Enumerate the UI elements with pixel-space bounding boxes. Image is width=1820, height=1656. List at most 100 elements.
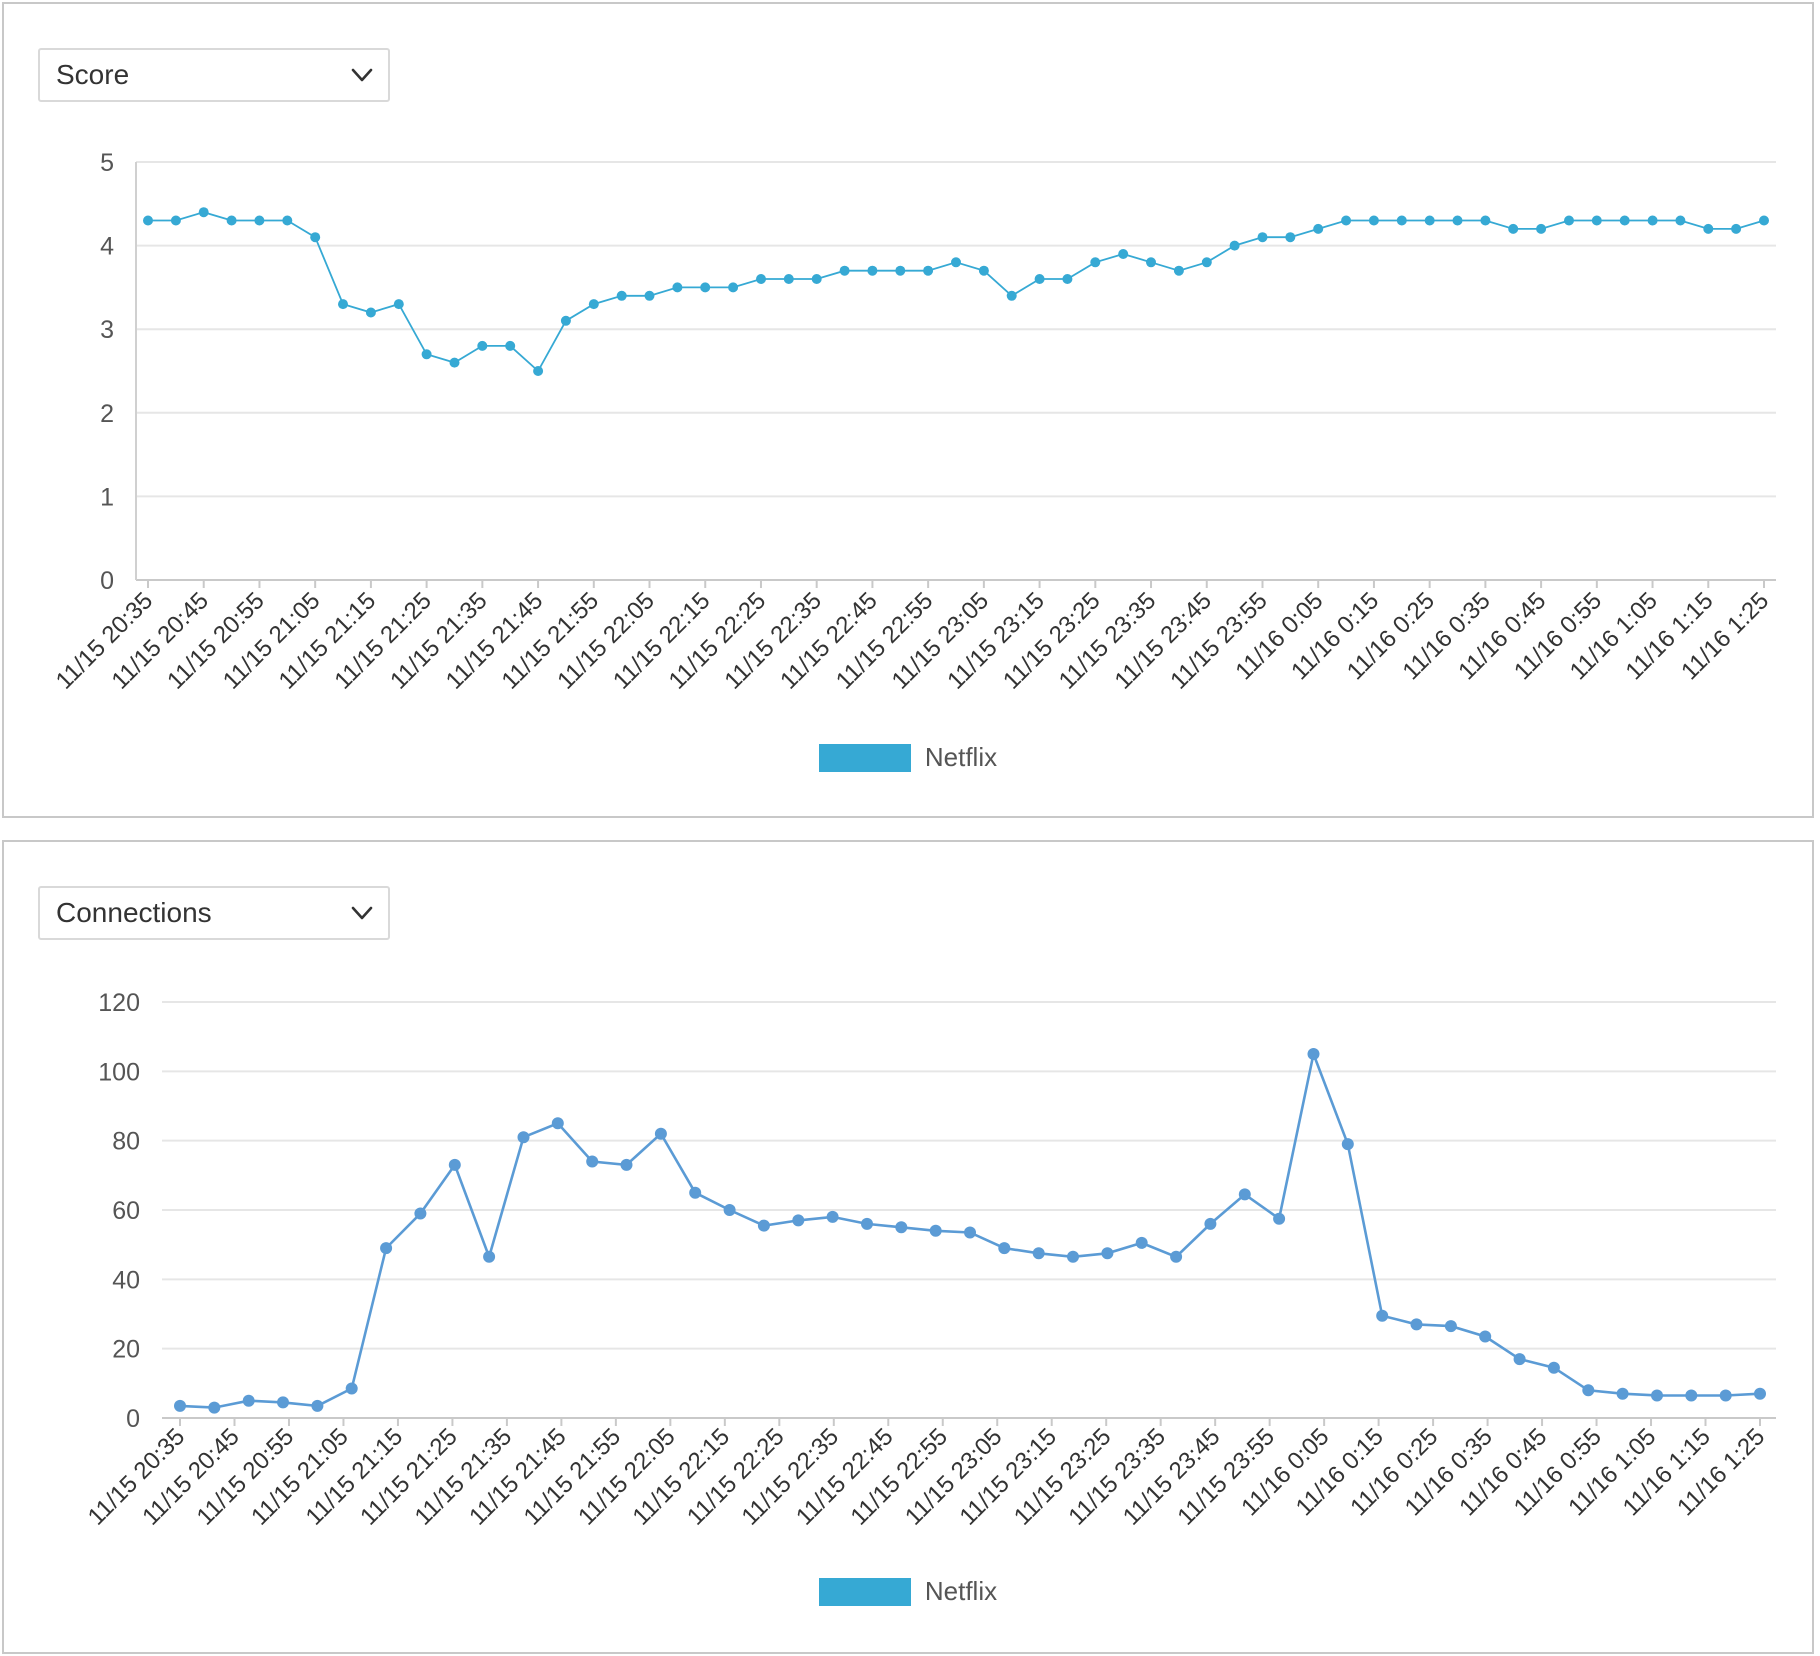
data-point[interactable] bbox=[1101, 1247, 1114, 1260]
data-point[interactable] bbox=[1032, 1247, 1045, 1260]
data-point[interactable] bbox=[792, 1214, 805, 1227]
data-point[interactable] bbox=[310, 232, 321, 243]
data-point[interactable] bbox=[1273, 1212, 1286, 1225]
data-point[interactable] bbox=[1564, 215, 1574, 226]
data-point[interactable] bbox=[1547, 1361, 1560, 1374]
data-point[interactable] bbox=[728, 282, 739, 293]
data-point[interactable] bbox=[1480, 215, 1491, 226]
data-point[interactable] bbox=[1703, 223, 1714, 234]
data-point[interactable] bbox=[839, 265, 850, 276]
data-point[interactable] bbox=[421, 349, 432, 360]
data-point[interactable] bbox=[588, 299, 599, 310]
data-point[interactable] bbox=[1536, 223, 1547, 234]
data-point[interactable] bbox=[1591, 215, 1602, 226]
data-point[interactable] bbox=[861, 1217, 873, 1230]
data-point[interactable] bbox=[505, 340, 516, 351]
data-point[interactable] bbox=[1619, 215, 1630, 226]
data-point[interactable] bbox=[1754, 1387, 1766, 1400]
data-point[interactable] bbox=[964, 1226, 976, 1239]
data-point[interactable] bbox=[654, 1127, 667, 1140]
data-point[interactable] bbox=[174, 1399, 186, 1412]
data-point[interactable] bbox=[1424, 215, 1435, 226]
data-point[interactable] bbox=[811, 274, 822, 284]
data-point[interactable] bbox=[1376, 1309, 1389, 1322]
data-point[interactable] bbox=[338, 299, 348, 310]
data-point[interactable] bbox=[1647, 215, 1658, 226]
data-point[interactable] bbox=[586, 1155, 599, 1168]
metric-select-score[interactable]: Score bbox=[38, 48, 390, 102]
data-point[interactable] bbox=[895, 1221, 908, 1234]
data-point[interactable] bbox=[282, 215, 293, 226]
data-point[interactable] bbox=[1685, 1389, 1698, 1402]
data-point[interactable] bbox=[1062, 274, 1073, 284]
data-point[interactable] bbox=[978, 265, 989, 276]
data-point[interactable] bbox=[1341, 1138, 1354, 1151]
data-point[interactable] bbox=[449, 357, 460, 368]
data-point[interactable] bbox=[1146, 257, 1156, 268]
data-point[interactable] bbox=[1513, 1353, 1526, 1366]
data-point[interactable] bbox=[1307, 1048, 1320, 1060]
data-point[interactable] bbox=[1067, 1250, 1079, 1263]
data-point[interactable] bbox=[1651, 1389, 1663, 1402]
data-point[interactable] bbox=[1204, 1217, 1217, 1230]
data-point[interactable] bbox=[1034, 274, 1045, 284]
data-point[interactable] bbox=[242, 1394, 255, 1407]
data-point[interactable] bbox=[560, 315, 571, 326]
data-point[interactable] bbox=[170, 215, 181, 226]
data-point[interactable] bbox=[1313, 223, 1324, 234]
data-point[interactable] bbox=[723, 1204, 736, 1216]
data-point[interactable] bbox=[533, 366, 544, 376]
data-point[interactable] bbox=[1759, 215, 1769, 226]
data-point[interactable] bbox=[345, 1382, 358, 1395]
data-point[interactable] bbox=[1006, 290, 1017, 301]
data-point[interactable] bbox=[867, 265, 878, 276]
data-point[interactable] bbox=[783, 274, 794, 284]
data-point[interactable] bbox=[277, 1396, 289, 1409]
data-point[interactable] bbox=[1173, 265, 1184, 276]
data-point[interactable] bbox=[448, 1158, 461, 1171]
data-point[interactable] bbox=[644, 290, 655, 301]
legend-swatch[interactable] bbox=[818, 743, 911, 772]
data-point[interactable] bbox=[1410, 1318, 1423, 1331]
data-point[interactable] bbox=[1675, 215, 1686, 226]
data-point[interactable] bbox=[1479, 1330, 1492, 1343]
data-point[interactable] bbox=[311, 1399, 324, 1412]
data-point[interactable] bbox=[1508, 223, 1519, 234]
data-point[interactable] bbox=[226, 215, 237, 226]
data-point[interactable] bbox=[1719, 1389, 1732, 1402]
data-point[interactable] bbox=[1731, 223, 1742, 234]
data-point[interactable] bbox=[923, 265, 934, 276]
data-point[interactable] bbox=[620, 1158, 633, 1171]
legend-swatch[interactable] bbox=[818, 1577, 911, 1606]
data-point[interactable] bbox=[1170, 1250, 1183, 1263]
data-point[interactable] bbox=[414, 1207, 427, 1220]
data-point[interactable] bbox=[393, 299, 404, 310]
data-point[interactable] bbox=[1396, 215, 1407, 226]
data-point[interactable] bbox=[1229, 240, 1240, 251]
data-point[interactable] bbox=[700, 282, 711, 293]
data-point[interactable] bbox=[1444, 1320, 1457, 1333]
data-point[interactable] bbox=[1616, 1387, 1629, 1400]
data-point[interactable] bbox=[483, 1250, 496, 1263]
data-point[interactable] bbox=[1238, 1188, 1251, 1201]
data-point[interactable] bbox=[143, 215, 153, 226]
data-point[interactable] bbox=[477, 340, 488, 351]
data-point[interactable] bbox=[998, 1242, 1011, 1255]
metric-select-connections[interactable]: Connections bbox=[38, 886, 390, 940]
data-point[interactable] bbox=[254, 215, 265, 226]
data-point[interactable] bbox=[756, 274, 766, 284]
data-point[interactable] bbox=[198, 207, 209, 218]
data-point[interactable] bbox=[1582, 1384, 1595, 1397]
data-point[interactable] bbox=[1135, 1236, 1148, 1249]
data-point[interactable] bbox=[616, 290, 627, 301]
data-point[interactable] bbox=[1368, 215, 1379, 226]
data-point[interactable] bbox=[1285, 232, 1296, 243]
data-point[interactable] bbox=[929, 1224, 942, 1237]
data-point[interactable] bbox=[1452, 215, 1463, 226]
data-point[interactable] bbox=[1090, 257, 1101, 268]
data-point[interactable] bbox=[1257, 232, 1268, 243]
data-point[interactable] bbox=[757, 1219, 770, 1232]
data-point[interactable] bbox=[551, 1117, 564, 1130]
data-point[interactable] bbox=[1201, 257, 1212, 268]
data-point[interactable] bbox=[895, 265, 906, 276]
